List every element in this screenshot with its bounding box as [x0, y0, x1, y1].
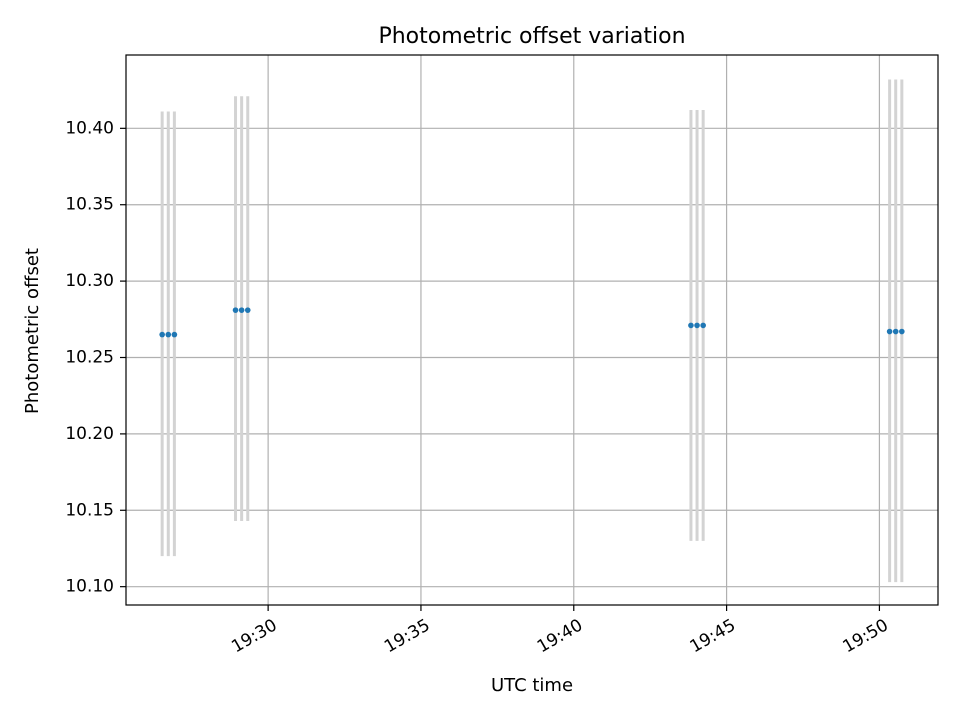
data-point	[232, 307, 239, 313]
y-tick-label: 10.10	[65, 577, 114, 597]
x-axis-label: UTC time	[491, 675, 573, 696]
data-point	[165, 331, 172, 338]
data-point	[159, 331, 165, 338]
data-point	[238, 307, 245, 313]
data-point	[899, 328, 905, 335]
data-point	[244, 307, 251, 313]
plot-frame	[125, 54, 939, 606]
y-axis-ticks: 10.10 10.15 10.20 10.25 10.30 10.35 10.40	[65, 118, 126, 597]
y-tick-label: 10.15	[65, 500, 114, 520]
y-tick-label: 10.25	[65, 348, 114, 368]
data-point	[700, 322, 706, 329]
data-point	[886, 328, 893, 335]
data-points	[159, 307, 905, 338]
y-tick-label: 10.20	[65, 424, 114, 444]
data-point	[694, 322, 700, 329]
chart-title: Photometric offset variation	[378, 24, 685, 49]
data-point	[892, 328, 899, 335]
y-tick-label: 10.40	[65, 118, 114, 138]
y-tick-label: 10.30	[65, 271, 114, 291]
y-tick-label: 10.35	[65, 195, 114, 215]
data-point	[688, 322, 694, 329]
y-axis-label: Photometric offset	[22, 248, 43, 414]
grid	[126, 55, 938, 605]
data-point	[171, 331, 178, 338]
